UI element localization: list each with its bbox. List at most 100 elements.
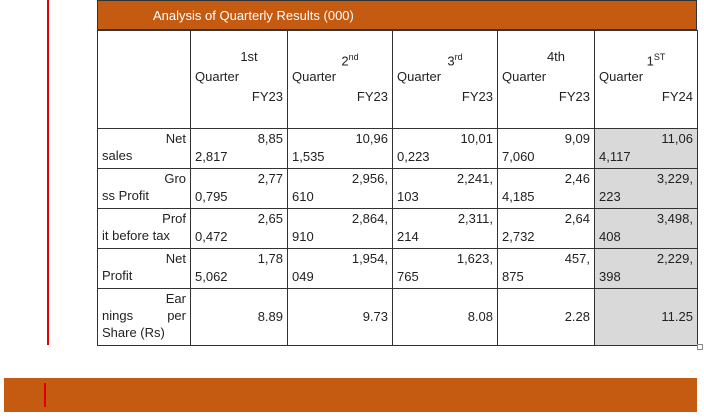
table-cell — [97, 30, 191, 129]
header-quarter: Quarter — [599, 69, 644, 84]
cell-value: 0,223 — [397, 149, 430, 164]
cell-value: 8.08 — [467, 309, 493, 324]
cell-value: 457, — [564, 251, 590, 266]
table-cell: 2,46 4,185 — [497, 168, 595, 209]
cell-value: 910 — [292, 229, 314, 244]
table-cell: 8,85 2,817 — [190, 128, 288, 169]
cell-value: 3,498, — [656, 211, 693, 226]
table-cell: 11.25 — [594, 288, 698, 346]
row-label: Profit — [102, 268, 133, 283]
table-cell: 2nd Quarter FY23 — [287, 30, 393, 129]
table-cell: 4th Quarter FY23 — [497, 30, 595, 129]
table-cell: 3,229, 223 — [594, 168, 698, 209]
cell-value: 7,060 — [502, 149, 535, 164]
table-cell: 2,241, 103 — [392, 168, 498, 209]
table-cell: 2,64 2,732 — [497, 208, 595, 249]
header-year: FY23 — [356, 89, 388, 104]
ordinal: 1 — [646, 53, 654, 69]
table-cell: 1ST Quarter FY24 — [594, 30, 698, 129]
header-number: 2nd — [292, 49, 388, 69]
header-year: FY23 — [251, 89, 283, 104]
cell-value: 10,96 — [355, 131, 388, 146]
cell-value: 2,241, — [456, 171, 493, 186]
cell-value: 1,623, — [456, 251, 493, 266]
cell-value: 1,78 — [257, 251, 283, 266]
ordinal: 2 — [341, 53, 349, 69]
table-cell: 2,65 0,472 — [190, 208, 288, 249]
cell-value: 765 — [397, 269, 419, 284]
cell-value: 0,795 — [195, 189, 228, 204]
title-bar: Analysis of Quarterly Results (000) — [97, 0, 697, 30]
table-cell: 10,01 0,223 — [392, 128, 498, 169]
table-cell: 457, 875 — [497, 248, 595, 289]
cell-value: 2,311, — [457, 211, 493, 226]
cell-value: 2,46 — [564, 171, 590, 186]
cell-value: 2,732 — [502, 229, 535, 244]
cell-value: 4,117 — [599, 149, 631, 164]
cell-value: 5,062 — [195, 269, 228, 284]
row-label: sales — [102, 148, 133, 163]
cell-value: 1,954, — [351, 251, 388, 266]
cell-value: 408 — [599, 229, 621, 244]
cell-value: 398 — [599, 269, 621, 284]
header-quarter: Quarter — [397, 69, 442, 84]
table-cell: Net Profit — [97, 248, 191, 289]
cell-value: 11,06 — [661, 131, 693, 146]
row-label: Share (Rs) — [102, 325, 165, 340]
table-cell: 3rd Quarter FY23 — [392, 30, 498, 129]
cell-value: 2,64 — [564, 211, 590, 226]
header-year: FY23 — [461, 89, 493, 104]
row-label: Gro — [164, 171, 186, 186]
header-quarter: Quarter — [502, 69, 547, 84]
cell-value: 223 — [599, 189, 621, 204]
cell-value: 214 — [397, 229, 419, 244]
cell-value: 2,77 — [257, 171, 283, 186]
table-cell: 2,229, 398 — [594, 248, 698, 289]
footer-bar — [4, 378, 697, 412]
cell-value: 1,535 — [292, 149, 325, 164]
header-year: FY24 — [661, 89, 693, 104]
table-cell: 2.28 — [497, 288, 595, 346]
cell-value: 049 — [292, 269, 314, 284]
header-year: FY23 — [558, 89, 590, 104]
cell-value: 9.73 — [362, 309, 388, 324]
table-cell: 9,09 7,060 — [497, 128, 595, 169]
row-label: Net — [165, 251, 186, 266]
row-label: nings per — [102, 308, 186, 323]
table-cell: 9.73 — [287, 288, 393, 346]
table-cell: 1st Quarter FY23 — [190, 30, 288, 129]
cell-value: 4,185 — [502, 189, 535, 204]
cell-value: 10,01 — [460, 131, 493, 146]
title: Analysis of Quarterly Results (000) — [153, 8, 354, 23]
cell-value: 2,817 — [195, 149, 228, 164]
cell-value: 103 — [397, 189, 419, 204]
cell-value: 2,229, — [656, 251, 693, 266]
cell-value: 2,65 — [257, 211, 283, 226]
cell-value: 11.25 — [661, 309, 693, 324]
table-cell: Net sales — [97, 128, 191, 169]
table-cell: Gro ss Profit — [97, 168, 191, 209]
ordinal-suffix: ST — [653, 52, 666, 62]
ordinal-suffix: rd — [454, 52, 463, 62]
ordinal: 4th — [546, 49, 566, 64]
cursor-mark — [44, 383, 46, 407]
ordinal-suffix: nd — [348, 52, 359, 62]
row-label: Ear — [165, 291, 186, 306]
table-cell: 1,78 5,062 — [190, 248, 288, 289]
table-cell: 3,498, 408 — [594, 208, 698, 249]
cell-value: 2.28 — [564, 309, 590, 324]
header-quarter: Quarter — [195, 69, 240, 84]
header-number: 4th — [502, 49, 590, 65]
cell-value: 3,229, — [656, 171, 693, 186]
table-cell: 10,96 1,535 — [287, 128, 393, 169]
table-cell: 2,311, 214 — [392, 208, 498, 249]
header-number: 1ST — [599, 49, 693, 69]
cell-value: 8.89 — [257, 309, 283, 324]
table-cell: Ear nings per Share (Rs) — [97, 288, 191, 346]
corner-handle — [697, 344, 703, 350]
row-label: Prof — [162, 211, 186, 226]
ordinal: 1st — [240, 49, 258, 64]
cell-value: 0,472 — [195, 229, 228, 244]
row-label: ss Profit — [102, 188, 149, 203]
